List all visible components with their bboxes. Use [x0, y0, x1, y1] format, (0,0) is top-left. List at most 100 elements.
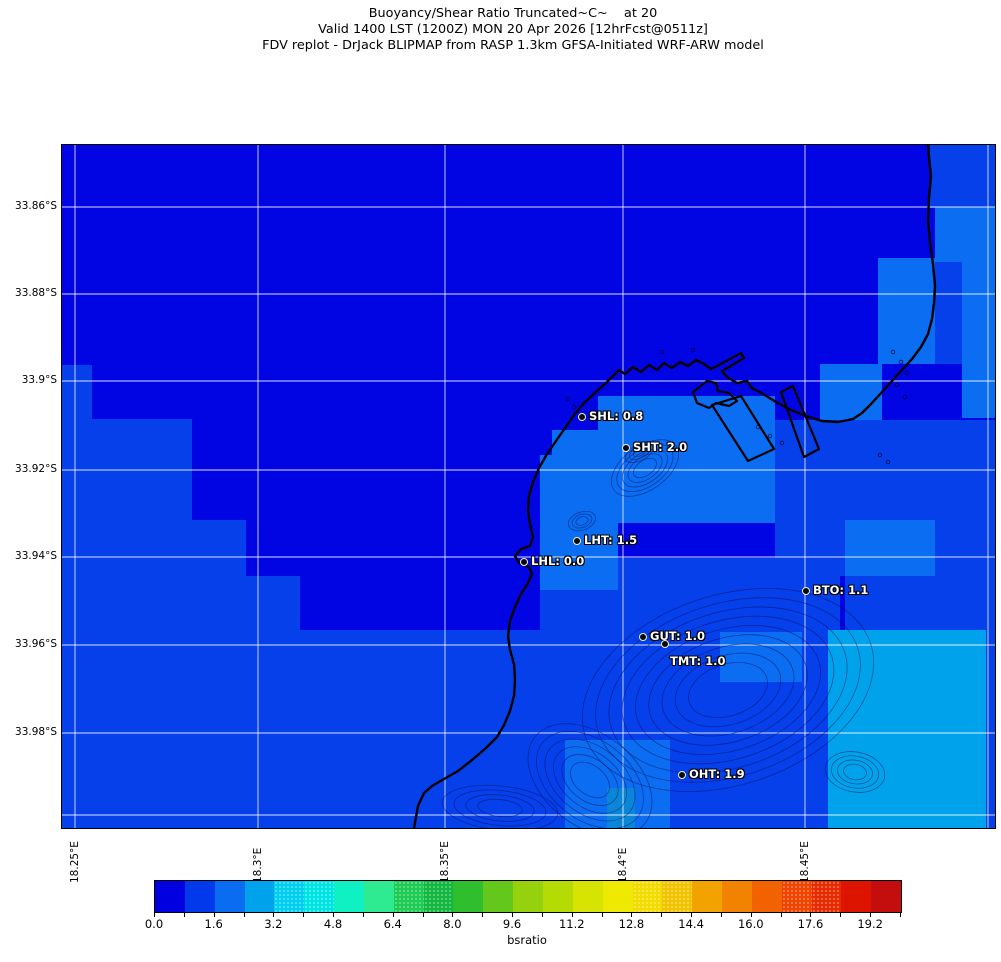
colorbar-segment	[722, 881, 752, 912]
colorbar-tick-label: 8.0	[443, 917, 462, 931]
colorbar-tick	[213, 913, 215, 917]
colorbar-segment	[602, 881, 633, 912]
colorbar-segment	[423, 881, 454, 912]
station-marker-lht	[573, 537, 581, 545]
station-label-sht: SHT: 2.0	[633, 440, 688, 454]
coastline	[412, 145, 937, 828]
colorbar-tick	[243, 913, 245, 917]
colorbar-tick	[691, 913, 693, 917]
colorbar-segment	[244, 881, 275, 912]
terrain-contour	[527, 723, 653, 828]
colorbar-segment	[453, 881, 484, 912]
terrain-contour	[674, 652, 782, 728]
colorbar-segment	[184, 881, 215, 912]
station-label-bto: BTO: 1.1	[813, 583, 869, 597]
islet	[877, 452, 883, 458]
map-frame	[61, 144, 996, 829]
heatmap-patch	[986, 630, 995, 828]
colorbar-tick	[452, 913, 454, 917]
terrain-contour	[688, 662, 768, 718]
colorbar-segment	[572, 881, 603, 912]
terrain-contour	[544, 738, 636, 822]
islet	[690, 347, 696, 353]
title-valid-line: Valid 1400 LST (1200Z) MON 20 Apr 2026 […	[318, 22, 708, 37]
terrain-contour	[561, 754, 619, 806]
heatmap-patch	[62, 576, 300, 632]
colorbar-tick	[571, 913, 573, 917]
heatmap-patch	[598, 396, 775, 523]
lat-label: 33.88°S	[15, 287, 57, 299]
heatmap-patch	[62, 365, 92, 421]
islet	[894, 382, 900, 388]
colorbar-tick	[840, 913, 842, 917]
terrain-contour	[568, 510, 596, 532]
colorbar-tick	[422, 913, 424, 917]
heatmap-patch	[62, 520, 246, 578]
colorbar-tick-label: 17.6	[797, 917, 824, 931]
colorbar-tick	[154, 913, 155, 917]
colorbar-tick	[303, 913, 305, 917]
station-label-gut: GUT: 1.0	[650, 629, 705, 643]
colorbar-segment	[632, 881, 663, 912]
terrain-contour	[608, 606, 848, 774]
terrain-contour	[629, 443, 651, 461]
colorbar-segment	[155, 881, 185, 912]
colorbar-segment	[393, 881, 424, 912]
colorbar-segment	[513, 881, 543, 912]
terrain-contour	[633, 457, 657, 479]
lat-label: 33.96°S	[15, 638, 57, 650]
colorbar-segment	[692, 881, 723, 912]
station-label-shl: SHL: 0.8	[589, 409, 644, 423]
terrain-contour	[837, 759, 873, 785]
islet	[571, 404, 577, 410]
lat-label: 33.92°S	[15, 463, 57, 475]
colorbar-tick	[333, 913, 335, 917]
colorbar-tick	[810, 913, 812, 917]
lon-label: 18.45°E	[799, 841, 811, 883]
heatmap-patch	[828, 630, 995, 828]
colorbar-segment	[483, 881, 514, 912]
heatmap-patch	[607, 788, 635, 828]
station-label-lht: LHT: 1.5	[584, 533, 638, 547]
colorbar-tick-label: 1.6	[204, 917, 223, 931]
colorbar-segment	[781, 881, 812, 912]
colorbar-tick-label: 16.0	[737, 917, 764, 931]
heatmap-patch	[720, 632, 802, 682]
station-label-oht: OHT: 1.9	[689, 767, 745, 781]
terrain-contour	[477, 798, 523, 818]
colorbar-tick	[482, 913, 484, 917]
terrain-contour	[581, 588, 875, 792]
islet	[904, 370, 910, 376]
heatmap-patch	[62, 419, 192, 522]
terrain-contour	[536, 730, 644, 828]
lon-label: 18.3°E	[252, 847, 264, 883]
islet	[659, 349, 665, 355]
heatmap-patch	[845, 520, 935, 577]
colorbar-tick	[780, 913, 782, 917]
terrain-contour	[611, 439, 679, 497]
lat-label: 33.98°S	[15, 726, 57, 738]
colorbar-tick-label: 9.6	[502, 917, 522, 931]
islet	[779, 440, 785, 446]
terrain-contour	[824, 751, 886, 793]
station-marker-gut	[639, 633, 647, 641]
terrain-contour	[661, 643, 795, 737]
heatmap-patch	[845, 576, 995, 632]
colorbar-tick	[512, 913, 514, 917]
colorbar-segment	[871, 881, 902, 912]
title-model-line: FDV replot - DrJack BLIPMAP from RASP 1.…	[262, 38, 764, 53]
colorbar-tick-label: 12.8	[618, 917, 645, 931]
station-label-tmt: TMT: 1.0	[670, 654, 726, 668]
heatmap-patch	[935, 262, 962, 364]
colorbar-segment	[841, 881, 872, 912]
terrain-contour	[569, 761, 611, 799]
islet	[898, 359, 904, 365]
lon-label: 18.25°E	[69, 841, 81, 883]
islet	[902, 394, 908, 400]
lon-label: 18.35°E	[439, 841, 451, 883]
colorbar-tick-label: 6.4	[383, 917, 402, 931]
colorbar-tick-label: 0.0	[144, 917, 164, 931]
terrain-contour	[571, 513, 593, 529]
station-label-lhl: LHL: 0.0	[531, 554, 585, 568]
